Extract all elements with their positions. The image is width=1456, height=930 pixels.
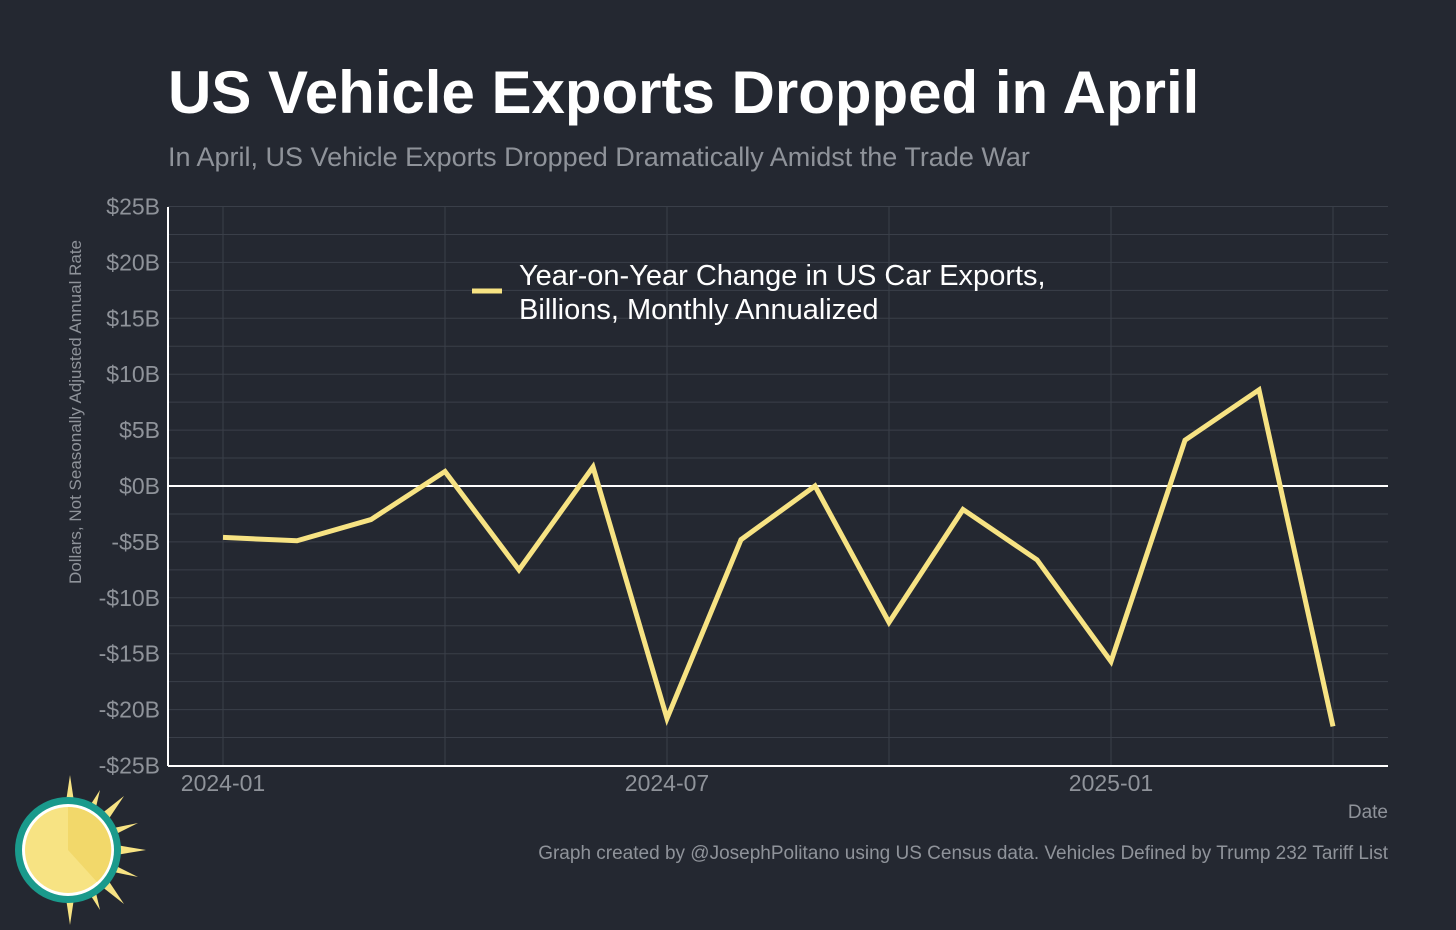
sun-logo-icon: [15, 775, 146, 925]
chart-title: US Vehicle Exports Dropped in April: [168, 59, 1200, 126]
caption: Graph created by @JosephPolitano using U…: [538, 843, 1389, 864]
grid: [168, 206, 1388, 766]
y-tick-label: -$15B: [99, 641, 160, 667]
series-group: [222, 385, 1336, 727]
y-tick-label: $20B: [106, 249, 160, 275]
x-tick-label: 2025-01: [1069, 770, 1153, 796]
legend: Year-on-Year Change in US Car Exports, B…: [472, 260, 1046, 326]
y-tick-label: $10B: [106, 361, 160, 387]
y-axis-ticks: $25B $20B $15B $10B $5B $0B -$5B -$10B -$15B -$20…: [99, 194, 160, 779]
y-tick-label: -$10B: [99, 585, 160, 611]
y-axis-label: Dollars, Not Seasonally Adjusted Annual …: [66, 240, 85, 584]
y-tick-label: $15B: [106, 305, 160, 331]
y-tick-label: -$25B: [99, 753, 160, 779]
legend-label-line1: Year-on-Year Change in US Car Exports,: [519, 260, 1046, 292]
x-axis-label: Date: [1348, 802, 1388, 823]
legend-label-line2: Billions, Monthly Annualized: [519, 294, 878, 326]
x-axis-ticks: 2024-01 2024-07 2025-01: [181, 770, 1153, 796]
x-tick-label: 2024-01: [181, 770, 265, 796]
y-tick-label: -$20B: [99, 697, 160, 723]
x-tick-label: 2024-07: [625, 770, 709, 796]
chart-subtitle: In April, US Vehicle Exports Dropped Dra…: [168, 142, 1030, 172]
y-tick-label: -$5B: [111, 529, 160, 555]
y-tick-label: $5B: [119, 417, 160, 443]
y-tick-label: $25B: [106, 194, 160, 220]
y-tick-label: $0B: [119, 473, 160, 499]
series-line: [222, 385, 1336, 727]
